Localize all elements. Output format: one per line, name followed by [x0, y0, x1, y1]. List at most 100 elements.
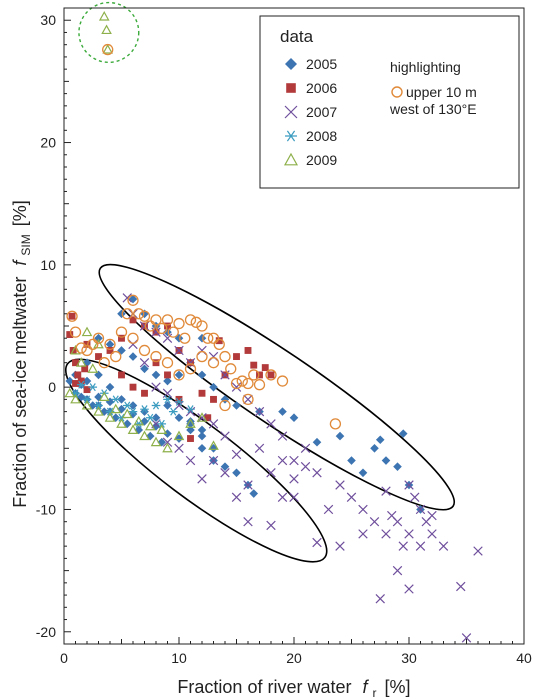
point-2007 [387, 510, 397, 521]
highlight-point [179, 332, 191, 344]
point-2007 [266, 520, 276, 531]
point-2007 [427, 510, 437, 521]
point-2007 [185, 455, 196, 466]
point-2008 [145, 413, 155, 422]
point-2007 [358, 529, 368, 539]
highlight-point [207, 332, 220, 344]
point-2008 [168, 407, 178, 416]
point-2009 [64, 387, 76, 398]
highlight-point [173, 317, 185, 330]
point-2005 [117, 404, 126, 414]
point-2007 [220, 431, 230, 441]
point-2009 [98, 11, 110, 21]
y-tick-label: -10 [36, 501, 56, 517]
cluster-ellipse [64, 358, 328, 563]
point-2005 [289, 413, 299, 423]
highlight-point [184, 363, 197, 375]
legend-label-2007: 2007 [306, 104, 337, 120]
highlight-point [69, 326, 82, 338]
highlight-point [115, 326, 128, 338]
point-2007 [312, 468, 322, 478]
legend-highlight-label-1: upper 10 m [406, 84, 477, 100]
point-2005 [65, 376, 75, 386]
point-2005 [186, 417, 195, 426]
highlight-point [190, 316, 202, 328]
point-2007 [243, 516, 253, 527]
point-2007 [427, 529, 437, 539]
highlight-point [219, 399, 231, 412]
highlight-point [196, 350, 208, 363]
highlight-point [184, 314, 197, 326]
point-2007 [415, 504, 426, 515]
point-2006 [83, 340, 91, 348]
point-2005 [151, 413, 161, 423]
highlight-point [248, 369, 260, 381]
highlight-point [196, 320, 208, 332]
point-2007 [300, 443, 311, 454]
highlight-point [173, 369, 185, 381]
point-2005 [140, 364, 149, 374]
highlight-point [276, 375, 289, 387]
highlight-point [81, 344, 93, 357]
y-tick-label: -20 [36, 624, 56, 640]
point-2005 [197, 431, 207, 441]
legend-marker-2006 [286, 83, 296, 93]
point-2005 [220, 462, 230, 471]
legend-marker-2009 [283, 152, 299, 166]
ticks-layer: 0 10 20 30 40 -20 -10 0 10 20 30 [36, 7, 532, 666]
point-2005 [105, 397, 115, 407]
point-2005 [335, 431, 345, 441]
point-2008 [111, 395, 121, 404]
highlight-point [265, 369, 277, 381]
point-2006 [261, 364, 269, 372]
marks-layer [64, 11, 483, 643]
point-2009 [196, 412, 208, 422]
legend-label-2006: 2006 [306, 80, 337, 96]
legend-box [259, 15, 520, 189]
highlight-point [242, 377, 254, 390]
y-tick-label: 0 [48, 379, 56, 395]
highlight-point [242, 393, 254, 406]
point-2007 [277, 455, 288, 466]
y-tick-label: 30 [40, 12, 56, 28]
point-2007 [208, 351, 219, 362]
point-2007 [139, 357, 150, 368]
point-2007 [438, 541, 449, 551]
point-2007 [398, 541, 408, 551]
point-2005 [151, 370, 161, 380]
highlight-point [156, 322, 168, 335]
point-2005 [186, 425, 195, 435]
point-2009 [127, 424, 139, 435]
point-2008 [122, 401, 132, 410]
point-2007 [335, 541, 345, 551]
point-2007 [197, 345, 207, 356]
point-2008 [140, 405, 149, 414]
point-2007 [456, 581, 466, 592]
point-2006 [81, 365, 89, 373]
point-2007 [410, 492, 420, 502]
point-2007 [128, 339, 138, 350]
point-2007 [323, 504, 334, 515]
highlight-point [102, 43, 114, 56]
point-2006 [129, 316, 137, 324]
highlight-point [161, 314, 174, 326]
cluster-ellipse [98, 263, 456, 511]
point-2006 [118, 334, 125, 342]
point-2007 [162, 437, 173, 447]
point-2007 [461, 633, 472, 643]
point-2005 [209, 444, 218, 453]
legend-marker-2007 [284, 105, 298, 119]
point-2007 [151, 382, 161, 392]
point-2009 [102, 44, 114, 54]
highlight-point [121, 308, 133, 320]
point-2005 [358, 468, 368, 478]
point-2007 [289, 474, 299, 484]
point-2009 [75, 357, 87, 367]
point-2005 [312, 437, 322, 447]
point-2007 [266, 419, 276, 429]
point-2006 [68, 312, 76, 320]
point-2007 [415, 541, 426, 551]
point-2009 [104, 412, 116, 422]
point-2007 [122, 293, 132, 303]
